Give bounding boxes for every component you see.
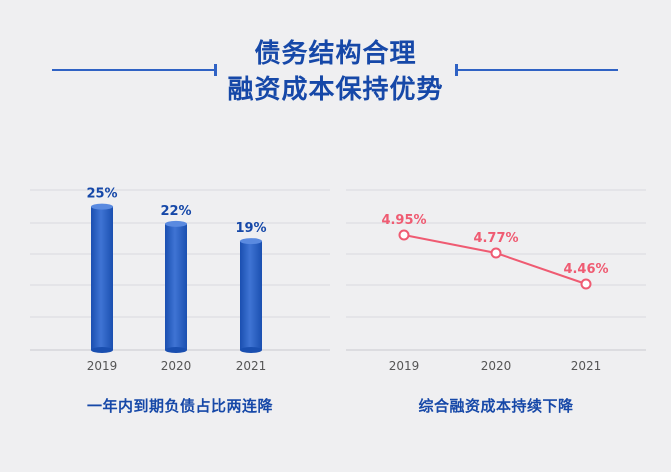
line-chart-caption: 综合融资成本持续下降 — [418, 397, 574, 415]
x-tick-label: 2021 — [571, 359, 602, 373]
bar-value-label: 25% — [86, 187, 117, 202]
x-tick-label: 2021 — [236, 359, 267, 373]
line-value-label: 4.46% — [563, 262, 608, 277]
bar-cap-2020 — [165, 220, 187, 227]
bar-cap-2019 — [91, 203, 113, 210]
bar-value-label: 22% — [160, 204, 191, 219]
bar-cap-2021 — [240, 238, 262, 245]
x-tick-label: 2020 — [161, 359, 192, 373]
title-block: 债务结构合理 融资成本保持优势 — [0, 36, 671, 108]
title-rule-left — [52, 69, 214, 71]
bar-base-2019 — [91, 347, 113, 353]
bar-2019 — [91, 206, 113, 350]
title-rule-right — [458, 69, 618, 71]
bar-2021 — [240, 241, 262, 350]
bar-chart-caption: 一年内到期负债占比两连降 — [86, 397, 273, 415]
line-value-label: 4.95% — [381, 213, 426, 228]
bar-2020 — [165, 223, 187, 350]
data-point-2021 — [580, 278, 592, 290]
line-chart: 4.95% 2019 4.77% 2020 4.46% 2021 — [346, 189, 646, 373]
page-title-line-1: 债务结构合理 — [254, 39, 417, 69]
bar-value-label: 19% — [235, 221, 266, 236]
title-rule-left-cap — [214, 64, 217, 76]
data-point-2019 — [398, 229, 410, 241]
bar-chart: 25% 2019 22% 2020 19% 2021 — [30, 187, 330, 373]
x-tick-label: 2019 — [87, 359, 118, 373]
x-tick-label: 2020 — [481, 359, 512, 373]
page-title-line-2: 融资成本保持优势 — [227, 75, 444, 105]
line-value-label: 4.77% — [473, 231, 518, 246]
bar-base-2021 — [240, 347, 262, 353]
bar-base-2020 — [165, 347, 187, 353]
data-point-2020 — [490, 247, 502, 259]
title-rule-right-cap — [455, 64, 458, 76]
x-tick-label: 2019 — [389, 359, 420, 373]
